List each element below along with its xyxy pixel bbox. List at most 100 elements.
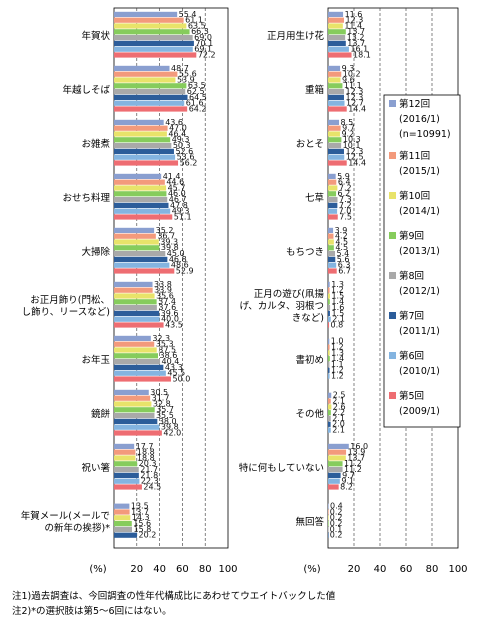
data-label: 12.3 xyxy=(345,87,363,96)
data-label: 2.1 xyxy=(332,426,345,435)
bar xyxy=(114,478,140,484)
data-label: 46.4 xyxy=(168,129,186,138)
bar xyxy=(328,367,330,373)
data-label: 0.2 xyxy=(330,519,343,528)
data-label: 40.4 xyxy=(162,357,180,366)
bar xyxy=(328,262,337,268)
bar xyxy=(328,185,338,191)
legend-entry: 第10回 xyxy=(399,190,430,202)
data-label: 45.0 xyxy=(167,249,185,258)
legend-swatch xyxy=(389,192,396,199)
data-label: 13.7 xyxy=(347,453,365,462)
data-label: 9.6 xyxy=(342,75,355,84)
bar xyxy=(114,353,159,359)
bar xyxy=(114,262,170,268)
data-label: 12.3 xyxy=(345,16,363,25)
data-label: 5.9 xyxy=(337,172,350,181)
legend-entry-sub: (2009/1) xyxy=(399,406,440,417)
data-label: 55.4 xyxy=(179,10,197,19)
bar xyxy=(114,71,178,77)
data-label: 1.3 xyxy=(331,348,344,357)
data-label: 32.3 xyxy=(152,334,170,343)
bar xyxy=(114,413,155,419)
data-label: 46.0 xyxy=(168,189,186,198)
category-label: 大掃除 xyxy=(81,246,110,258)
data-label: 11.4 xyxy=(344,21,362,30)
bar xyxy=(114,389,149,395)
data-label: 53.9 xyxy=(177,75,195,84)
data-label: 6.4 xyxy=(338,178,351,187)
data-label: 1.2 xyxy=(331,286,344,295)
data-label: 35.7 xyxy=(156,405,174,414)
bar xyxy=(114,173,162,179)
bar xyxy=(328,322,330,328)
data-label: 0.2 xyxy=(330,513,343,522)
bar xyxy=(114,503,130,509)
bar xyxy=(328,478,340,484)
x-tick-label: 80 xyxy=(426,564,439,575)
data-label: 64.5 xyxy=(189,93,207,102)
data-label: 21.7 xyxy=(140,465,158,474)
data-label: 1.1 xyxy=(331,360,344,369)
data-label: 39.3 xyxy=(160,237,178,246)
bar xyxy=(114,370,166,376)
data-label: 62.5 xyxy=(187,87,205,96)
data-label: 5.6 xyxy=(337,255,350,264)
bar xyxy=(328,427,331,433)
data-label: 1.2 xyxy=(331,366,344,375)
data-label: 56.2 xyxy=(180,158,198,167)
data-label: 43.3 xyxy=(165,363,183,372)
data-label: 1.2 xyxy=(331,343,344,352)
data-label: 9.1 xyxy=(341,477,354,486)
data-label: 61.6 xyxy=(186,99,204,108)
category-label: 重箱 xyxy=(305,84,324,96)
bar xyxy=(114,376,171,382)
legend-entry: 第7回 xyxy=(399,310,424,322)
data-label: 9.2 xyxy=(341,129,354,138)
bar xyxy=(328,268,337,274)
data-label: 69.0 xyxy=(194,33,212,42)
data-label: 31.7 xyxy=(152,394,170,403)
bar xyxy=(328,179,337,185)
category-label: 鏡餅 xyxy=(91,408,111,420)
legend-entry-sub: (2011/1) xyxy=(399,326,440,337)
data-label: 22.3 xyxy=(141,477,159,486)
data-label: 11.1 xyxy=(344,81,362,90)
category-label: 正月用生け花 xyxy=(267,30,325,42)
legend-swatch xyxy=(389,152,396,159)
data-label: 15.6 xyxy=(133,519,151,528)
bar xyxy=(328,509,329,515)
bar xyxy=(114,125,168,131)
bar xyxy=(114,305,157,311)
bar xyxy=(328,373,330,379)
bar xyxy=(328,214,338,220)
bar xyxy=(114,143,172,149)
bar xyxy=(114,310,160,316)
data-label: 30.5 xyxy=(150,388,168,397)
x-tick-label: 100 xyxy=(218,564,237,575)
bar xyxy=(114,100,185,106)
data-label: 33.9 xyxy=(154,286,172,295)
bar xyxy=(328,421,331,427)
data-label: 48.6 xyxy=(171,261,189,270)
bar xyxy=(114,131,167,137)
data-label: 35.6 xyxy=(156,291,174,300)
data-label: 70.1 xyxy=(195,39,213,48)
data-label: 0.2 xyxy=(330,507,343,516)
bar xyxy=(114,293,155,299)
bar xyxy=(328,83,343,89)
data-label: 16.1 xyxy=(350,45,368,54)
data-label: 2.1 xyxy=(332,315,345,324)
data-label: 10.3 xyxy=(343,135,361,144)
footnote-1: 注1)過去調査は、今回調査の性年代構成比にあわせてウエイトバックした値 xyxy=(12,591,336,602)
category-label: 年越しそば xyxy=(62,84,110,96)
data-label: 37.5 xyxy=(158,345,176,354)
data-label: 21.8 xyxy=(140,471,158,480)
data-label: 49.3 xyxy=(172,207,190,216)
data-label: 39.6 xyxy=(161,309,179,318)
bar xyxy=(114,359,161,365)
x-tick-label: 40 xyxy=(374,564,387,575)
data-label: 2.0 xyxy=(332,420,345,429)
data-label: 2.2 xyxy=(332,408,345,417)
bar xyxy=(114,461,138,467)
